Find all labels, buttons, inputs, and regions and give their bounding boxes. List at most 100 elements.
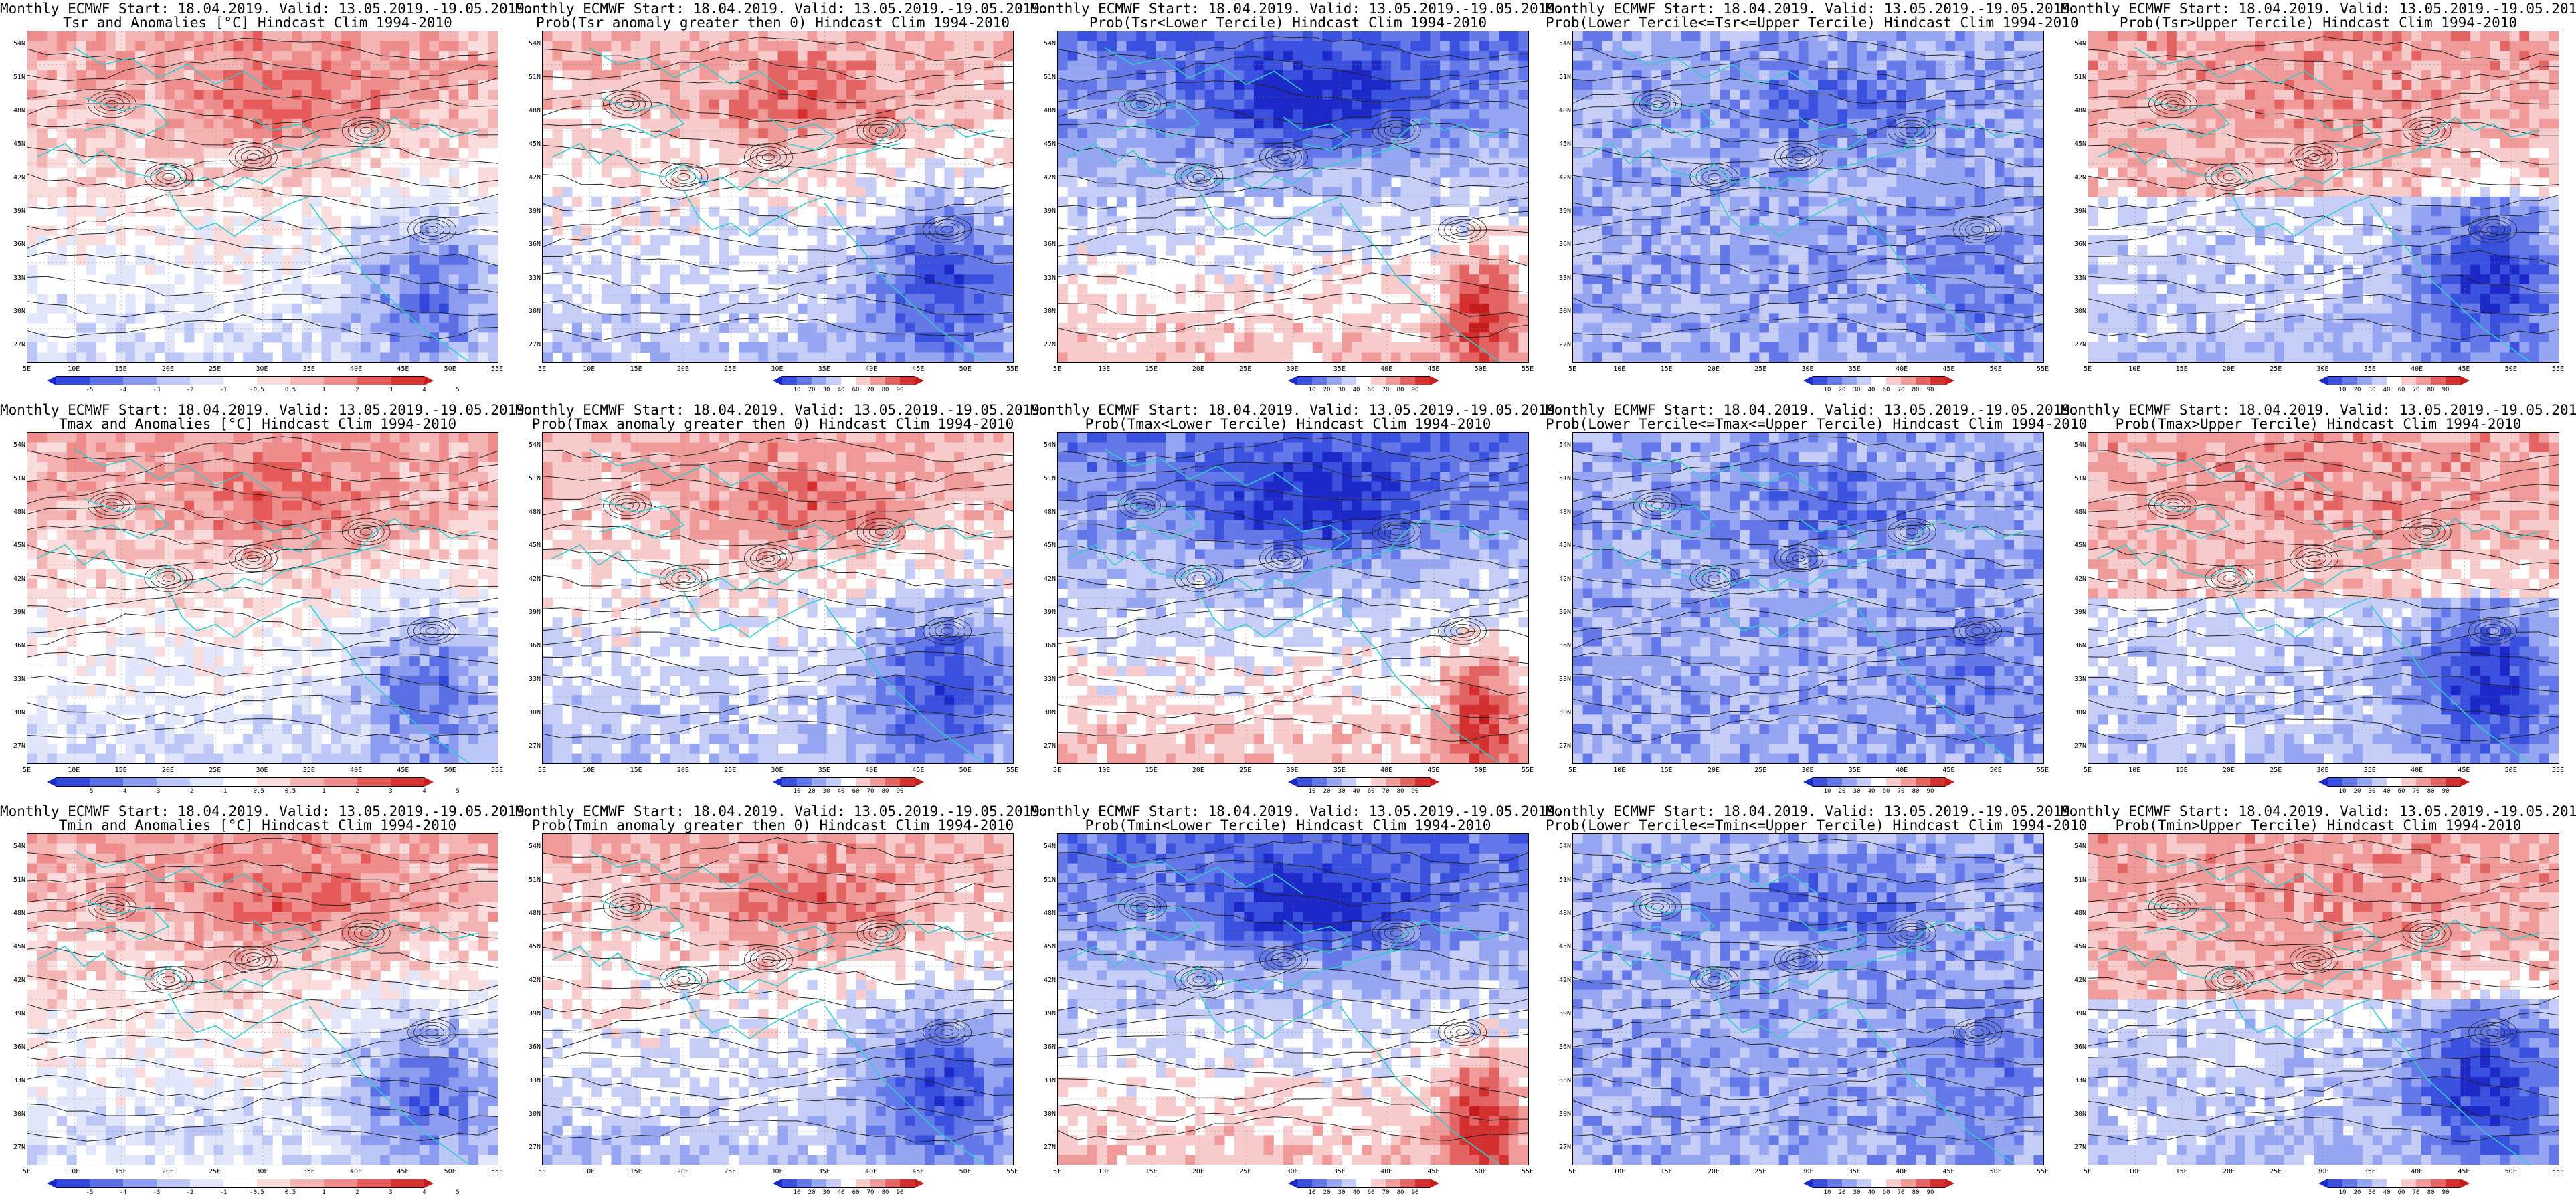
field-cell <box>1097 235 1107 246</box>
field-cell <box>1449 41 1460 52</box>
field-cell <box>1067 138 1078 148</box>
field-cell <box>1067 303 1078 314</box>
panel-title-line1: Monthly ECMWF Start: 18.04.2019. Valid: … <box>0 1 533 16</box>
field-cell <box>1126 80 1137 90</box>
field-cell <box>680 80 691 90</box>
field-cell <box>905 352 916 362</box>
field-cell <box>807 342 818 353</box>
field-cell <box>729 90 739 100</box>
field-cell <box>1263 187 1274 197</box>
field-cell <box>488 70 498 81</box>
field-cell <box>934 352 945 362</box>
field-cell <box>630 80 641 90</box>
field-cell <box>135 332 146 343</box>
field-cell <box>213 99 224 110</box>
field-cell <box>670 322 680 333</box>
field-cell <box>1906 177 1917 187</box>
field-cell <box>925 225 935 236</box>
field-cell <box>213 225 224 236</box>
field-cell <box>1837 90 1848 100</box>
field-cell <box>1204 41 1215 52</box>
field-cell <box>621 313 632 324</box>
field-cell <box>1798 60 1809 71</box>
field-cell <box>1067 177 1078 187</box>
field-cell <box>856 206 866 217</box>
field-cell <box>76 157 87 168</box>
field-cell <box>1827 187 1838 197</box>
field-cell <box>1964 31 1975 42</box>
field-cell <box>1964 41 1975 52</box>
field-cell <box>458 109 469 120</box>
field-cell <box>905 235 916 246</box>
field-cell <box>262 70 273 81</box>
field-cell <box>1087 60 1098 71</box>
field-cell <box>1097 225 1107 236</box>
field-cell <box>106 41 116 52</box>
field-cell <box>361 109 371 120</box>
field-cell <box>331 31 342 42</box>
field-cell <box>934 99 945 110</box>
field-cell <box>1371 128 1382 139</box>
field-cell <box>826 255 837 266</box>
field-cell <box>1508 303 1519 314</box>
field-cell <box>1283 90 1294 100</box>
field-cell <box>954 167 965 178</box>
field-cell <box>680 128 691 139</box>
field-cell <box>993 187 1004 197</box>
field-cell <box>944 313 955 324</box>
field-cell <box>689 157 700 168</box>
map-plot <box>1573 31 2043 362</box>
field-cell <box>758 31 769 42</box>
field-cell <box>409 216 420 227</box>
field-cell <box>944 303 955 314</box>
field-cell <box>611 51 622 62</box>
field-cell <box>1877 70 1888 81</box>
field-cell <box>262 197 273 207</box>
field-cell <box>552 332 563 343</box>
field-cell <box>1768 128 1780 139</box>
field-cell <box>934 322 945 333</box>
field-cell <box>302 138 312 148</box>
field-cell <box>1926 138 1936 148</box>
field-cell <box>670 80 680 90</box>
field-cell <box>1077 99 1088 110</box>
field-cell <box>797 31 808 42</box>
lat-label: 36N <box>1 241 25 248</box>
field-cell <box>571 284 583 294</box>
field-cell <box>76 342 87 353</box>
field-cell <box>993 206 1004 217</box>
field-cell <box>399 342 410 353</box>
field-cell <box>27 197 38 207</box>
field-cell <box>767 206 779 217</box>
field-cell <box>203 60 214 71</box>
field-cell <box>1479 90 1489 100</box>
field-cell <box>1381 70 1392 81</box>
field-cell <box>1077 41 1088 52</box>
field-cell <box>468 90 479 100</box>
colorbar-segment <box>324 376 357 385</box>
field-cell <box>905 99 916 110</box>
field-cell <box>719 51 729 62</box>
field-cell <box>380 70 391 81</box>
field-cell <box>1273 148 1284 159</box>
field-cell <box>1058 332 1069 343</box>
field-cell <box>1352 148 1362 159</box>
field-cell <box>993 99 1004 110</box>
field-cell <box>389 99 401 110</box>
field-cell <box>419 167 430 178</box>
field-cell <box>2033 60 2043 71</box>
colorbar-tick-label: 30 <box>823 387 830 393</box>
field-cell <box>630 167 641 178</box>
field-cell <box>380 284 391 294</box>
field-cell <box>223 80 234 90</box>
contour-line <box>1058 36 1528 60</box>
field-cell <box>1145 167 1156 178</box>
field-cell <box>1886 60 1897 71</box>
field-cell <box>1612 41 1623 52</box>
field-cell <box>1837 70 1848 81</box>
field-cell <box>478 70 488 81</box>
field-cell <box>125 342 136 353</box>
field-cell <box>135 225 146 236</box>
field-cell <box>1582 157 1593 168</box>
field-cell <box>1107 31 1117 42</box>
